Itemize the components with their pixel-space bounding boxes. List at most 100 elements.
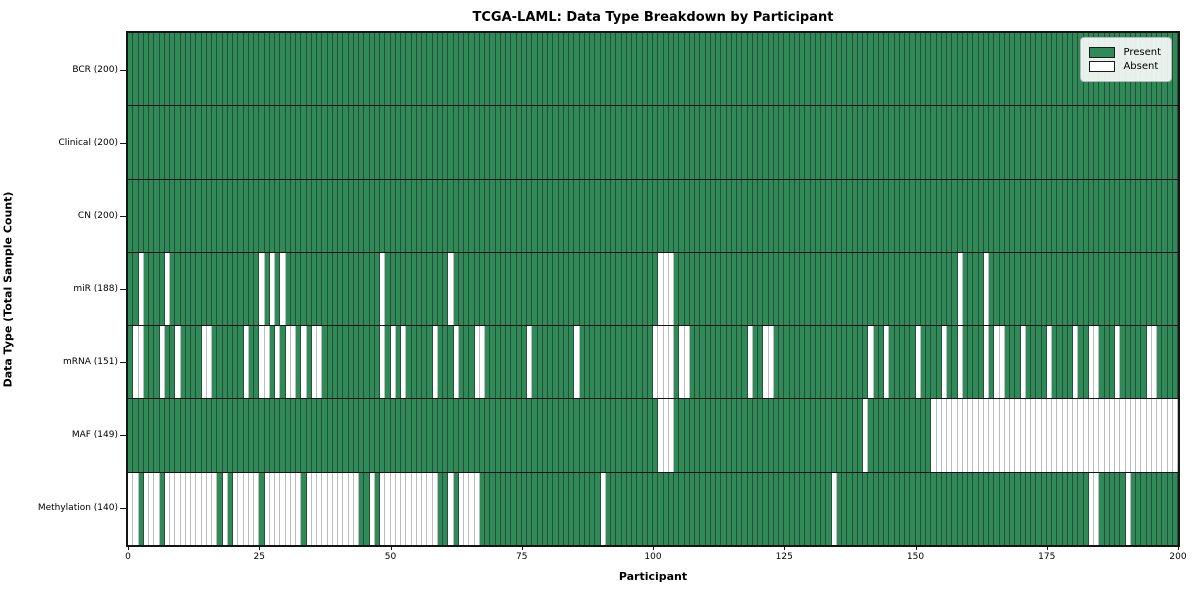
heatmap-cell xyxy=(611,179,617,252)
heatmap-cell xyxy=(175,326,181,399)
heatmap-cell xyxy=(296,33,302,106)
heatmap-cell xyxy=(1057,472,1063,545)
heatmap-cell xyxy=(758,399,764,472)
legend-item-present: Present xyxy=(1089,47,1161,58)
heatmap-cell xyxy=(175,472,181,545)
heatmap-cell xyxy=(1172,326,1178,399)
heatmap-cell xyxy=(474,106,480,179)
heatmap-cell xyxy=(521,326,527,399)
heatmap-cell xyxy=(689,326,695,399)
heatmap-cell xyxy=(201,399,207,472)
heatmap-cell xyxy=(437,33,443,106)
heatmap-cell xyxy=(128,399,134,472)
heatmap-cell xyxy=(138,252,144,326)
heatmap-cell xyxy=(164,106,170,179)
heatmap-cell xyxy=(385,399,391,472)
heatmap-cell xyxy=(138,399,144,472)
heatmap-cell xyxy=(905,33,911,106)
heatmap-cell xyxy=(248,106,254,179)
heatmap-cell xyxy=(868,106,874,179)
heatmap-cell xyxy=(553,106,559,179)
heatmap-cell xyxy=(579,472,585,545)
heatmap-cell xyxy=(353,33,359,106)
heatmap-cell xyxy=(385,179,391,252)
heatmap-cell xyxy=(574,33,580,106)
heatmap-cell xyxy=(674,252,680,326)
heatmap-cell xyxy=(138,326,144,399)
heatmap-cell xyxy=(842,326,848,399)
heatmap-cell xyxy=(1094,472,1100,545)
heatmap-cell xyxy=(474,472,480,545)
heatmap-cell xyxy=(758,179,764,252)
heatmap-cell xyxy=(784,179,790,252)
heatmap-cell xyxy=(296,252,302,326)
heatmap-cell xyxy=(1088,399,1094,472)
heatmap-cell xyxy=(947,33,953,106)
heatmap-cell xyxy=(175,252,181,326)
heatmap-cell xyxy=(1162,179,1168,252)
y-tick-mark xyxy=(120,142,126,144)
heatmap-cell xyxy=(1062,252,1068,326)
heatmap-cell xyxy=(716,33,722,106)
heatmap-cell xyxy=(175,399,181,472)
heatmap-cell xyxy=(180,399,186,472)
heatmap-cell xyxy=(1041,106,1047,179)
heatmap-cell xyxy=(768,33,774,106)
heatmap-cell xyxy=(915,399,921,472)
heatmap-cell xyxy=(1104,472,1110,545)
heatmap-cell xyxy=(532,399,538,472)
heatmap-cell xyxy=(170,33,176,106)
heatmap-cell xyxy=(973,33,979,106)
heatmap-cell xyxy=(164,252,170,326)
heatmap-cell xyxy=(485,472,491,545)
heatmap-cell xyxy=(490,252,496,326)
heatmap-cell xyxy=(217,106,223,179)
heatmap-cell xyxy=(364,472,370,545)
heatmap-cell xyxy=(479,252,485,326)
heatmap-cell xyxy=(784,33,790,106)
heatmap-cell xyxy=(1031,106,1037,179)
heatmap-cell xyxy=(301,399,307,472)
heatmap-cell xyxy=(495,106,501,179)
heatmap-cell xyxy=(815,179,821,252)
heatmap-cell xyxy=(1025,179,1031,252)
heatmap-cell xyxy=(1109,326,1115,399)
heatmap-cell xyxy=(1062,33,1068,106)
heatmap-cell xyxy=(784,472,790,545)
heatmap-cell xyxy=(873,399,879,472)
heatmap-cell xyxy=(290,33,296,106)
heatmap-cell xyxy=(301,252,307,326)
heatmap-cell xyxy=(658,472,664,545)
heatmap-cell xyxy=(406,326,412,399)
heatmap-cell xyxy=(705,179,711,252)
heatmap-cell xyxy=(138,33,144,106)
heatmap-cell xyxy=(1136,252,1142,326)
heatmap-cell xyxy=(647,472,653,545)
heatmap-cell xyxy=(616,472,622,545)
heatmap-cell xyxy=(1109,106,1115,179)
heatmap-cell xyxy=(201,33,207,106)
heatmap-cell xyxy=(962,472,968,545)
heatmap-cell xyxy=(542,472,548,545)
heatmap-cell xyxy=(637,252,643,326)
heatmap-cell xyxy=(868,399,874,472)
heatmap-cell xyxy=(212,252,218,326)
heatmap-cell xyxy=(401,326,407,399)
heatmap-cell xyxy=(1167,472,1173,545)
heatmap-cell xyxy=(469,252,475,326)
heatmap-cell xyxy=(910,252,916,326)
heatmap-cell xyxy=(343,399,349,472)
heatmap-cell xyxy=(385,472,391,545)
heatmap-cell xyxy=(658,399,664,472)
heatmap-cell xyxy=(1020,472,1026,545)
heatmap-cell xyxy=(705,472,711,545)
heatmap-cell xyxy=(999,179,1005,252)
heatmap-cell xyxy=(259,106,265,179)
heatmap-cell xyxy=(180,106,186,179)
heatmap-cell xyxy=(569,326,575,399)
heatmap-row-mrna xyxy=(128,326,1178,400)
heatmap-cell xyxy=(1136,106,1142,179)
heatmap-cell xyxy=(453,326,459,399)
heatmap-cell xyxy=(254,399,260,472)
heatmap-cell xyxy=(201,472,207,545)
